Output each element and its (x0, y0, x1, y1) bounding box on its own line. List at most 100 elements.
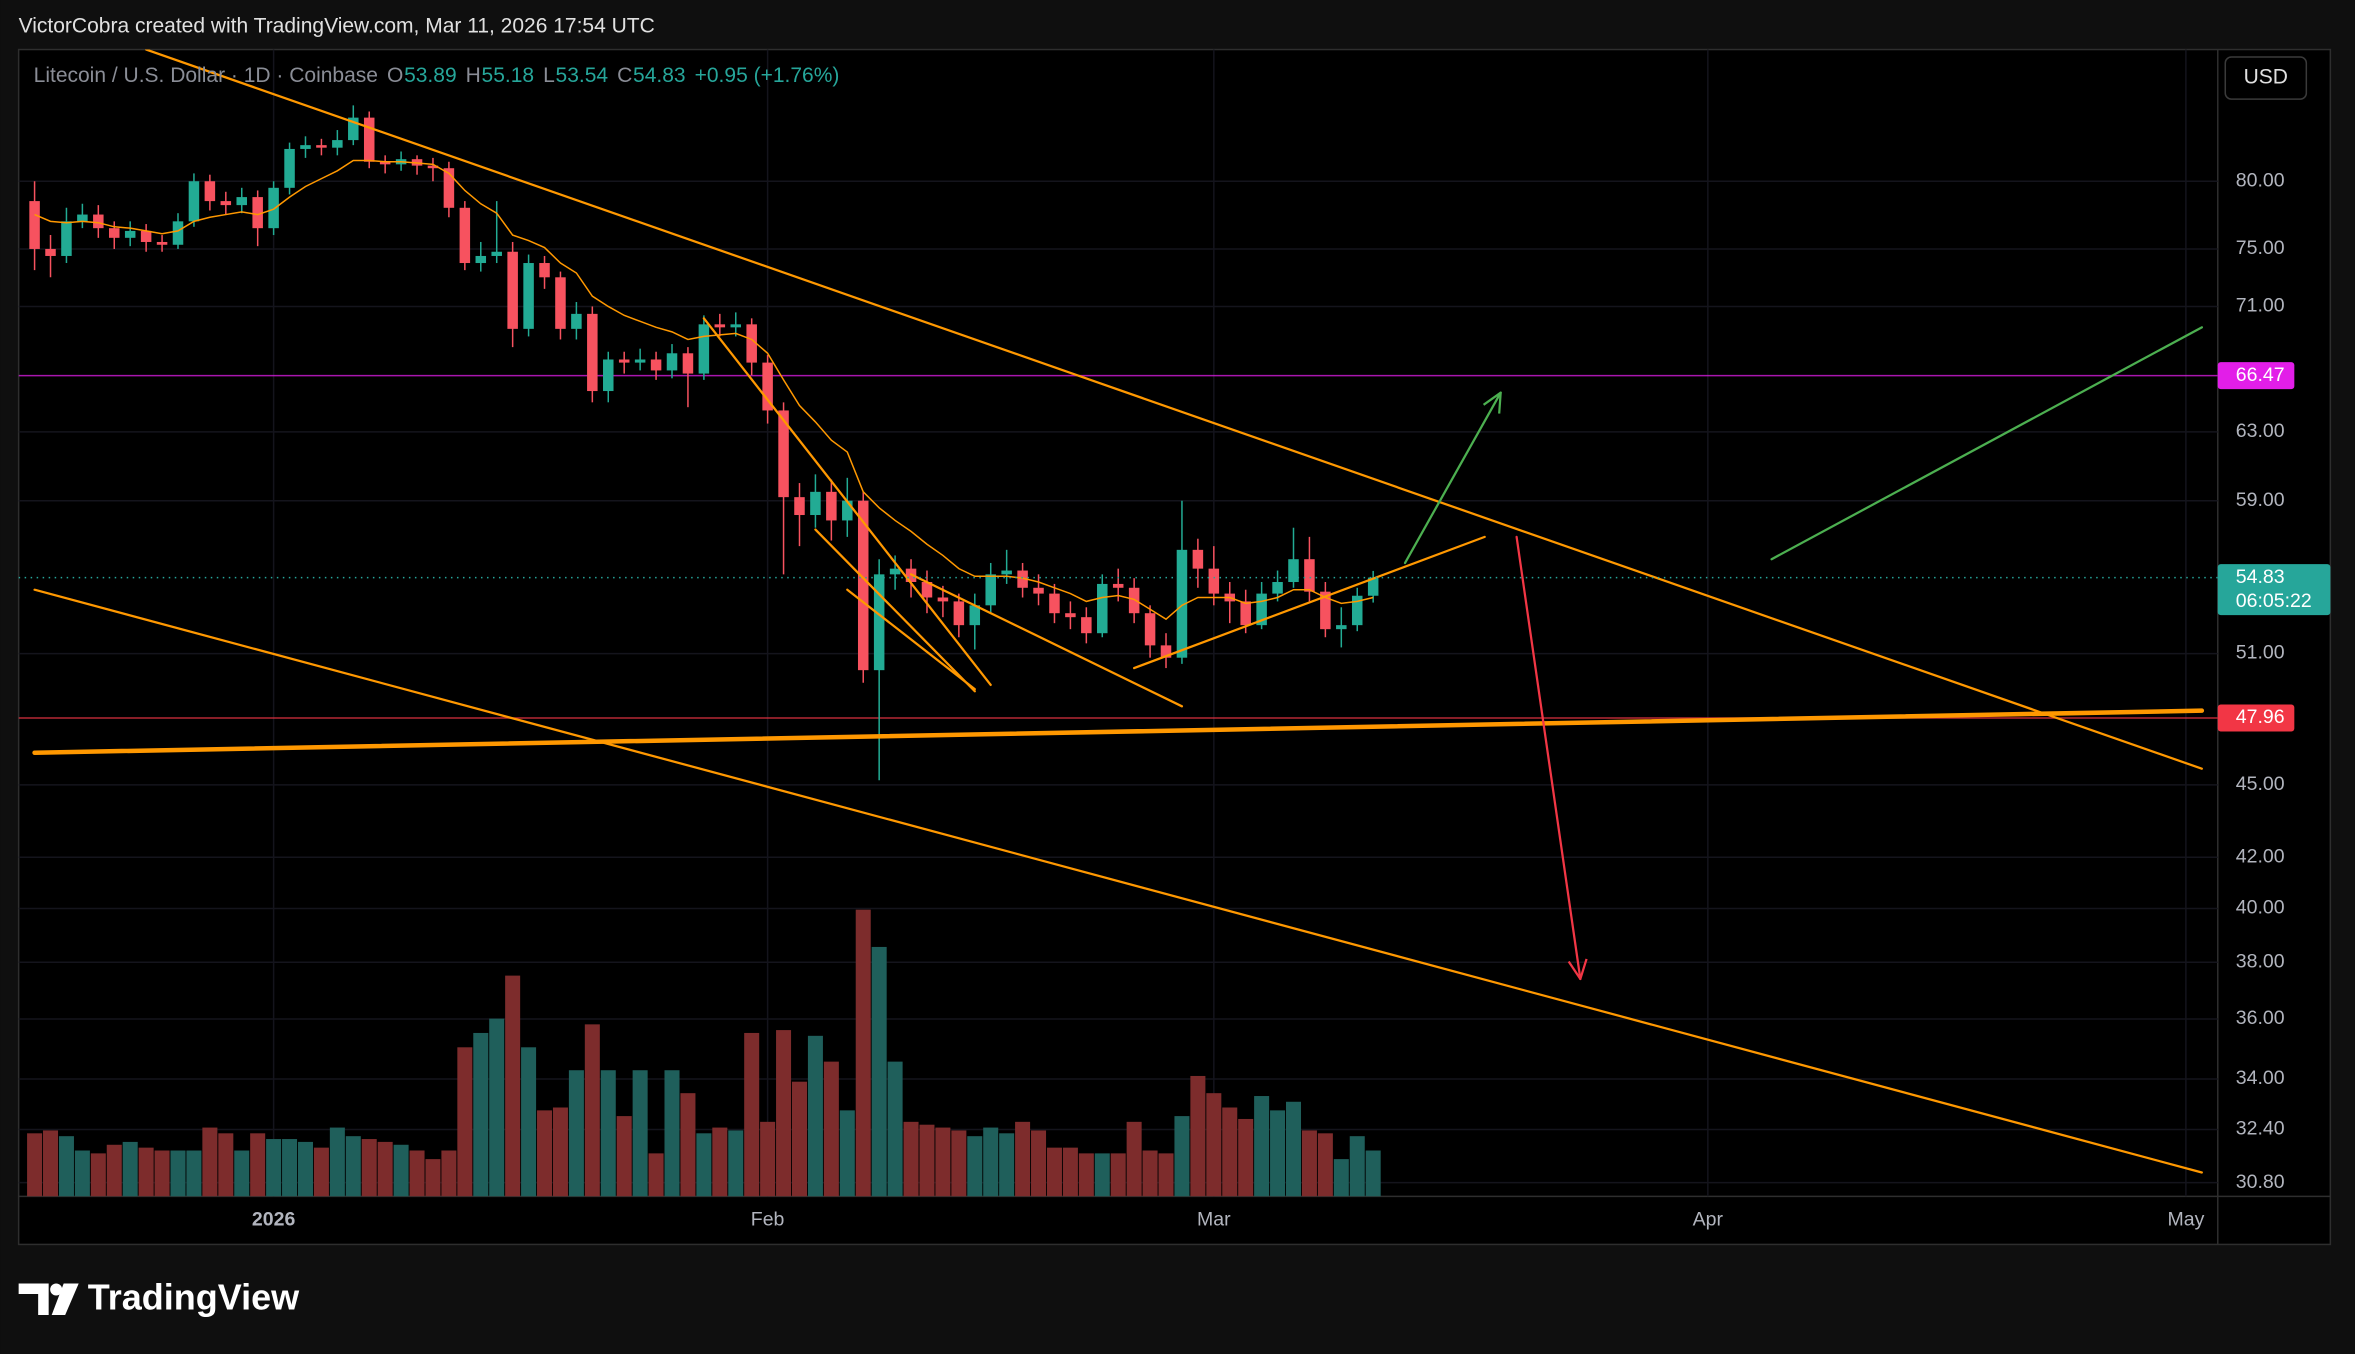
candle-body (603, 359, 614, 392)
volume-bar (712, 1127, 728, 1197)
volume-bar (728, 1130, 744, 1197)
volume-bar (1094, 1153, 1110, 1197)
candle-body (459, 207, 471, 264)
candle-body (156, 241, 168, 245)
candle-body (873, 574, 885, 671)
volume-bar (760, 1121, 776, 1197)
x-tick-label: 2026 (252, 1209, 296, 1231)
candle-body (1065, 613, 1076, 618)
volume-bar (1015, 1121, 1031, 1197)
volume-bar (27, 1133, 43, 1197)
price-label: 66.47 (2236, 364, 2285, 386)
volume-bar (584, 1024, 600, 1197)
volume-bar (680, 1093, 696, 1197)
candle-body (1001, 570, 1012, 575)
volume-bar (552, 1107, 568, 1197)
trend-line (1133, 535, 1486, 670)
candle-body (682, 353, 694, 374)
y-tick-label: 75.00 (2236, 237, 2285, 259)
candle-body (1017, 570, 1028, 588)
trend-line (1515, 535, 1582, 981)
volume-bar (473, 1032, 489, 1197)
volume-bar (951, 1130, 967, 1197)
candle-body (1097, 583, 1108, 634)
ohlc-value: 55.18 (482, 64, 535, 87)
volume-bar (839, 1110, 855, 1197)
y-tick-label: 32.40 (2236, 1118, 2285, 1140)
volume-bar (1317, 1133, 1333, 1197)
volume-bar (1078, 1153, 1094, 1197)
volume-bar (409, 1150, 425, 1197)
candle-body (172, 221, 184, 245)
candle-body (523, 263, 534, 329)
ohlc-value: 54.83 (633, 64, 686, 87)
candle-body (1192, 549, 1204, 569)
candle-body (698, 324, 710, 374)
y-tick-label: 36.00 (2236, 1007, 2285, 1029)
candle-body (1081, 617, 1092, 634)
volume-bar (425, 1159, 441, 1197)
volume-bar (122, 1141, 138, 1197)
candle-body (1160, 645, 1172, 658)
candle-body (1144, 613, 1156, 646)
trend-line (32, 708, 2205, 755)
change: +0.95 (+1.76%) (695, 64, 840, 87)
candle-body (109, 228, 120, 238)
volume-bar (505, 975, 521, 1197)
candle-body (1304, 559, 1315, 592)
volume-bar (1254, 1096, 1270, 1197)
volume-bar (106, 1144, 122, 1197)
candle-body (778, 410, 789, 498)
volume-bar (43, 1130, 59, 1197)
currency[interactable]: USD (2244, 66, 2288, 89)
x-tick-label: Feb (751, 1209, 785, 1231)
volume-bar (1206, 1093, 1222, 1197)
candle-body (746, 324, 757, 363)
volume-bar (919, 1124, 935, 1197)
y-tick-label: 59.00 (2236, 489, 2285, 511)
last-price-label: 54.83 (2236, 566, 2285, 588)
ohlc-label: H (466, 64, 481, 87)
trend-line (1403, 391, 1502, 565)
y-tick-label: 30.80 (2236, 1171, 2285, 1193)
volume-bar (871, 946, 887, 1197)
volume-bar (696, 1133, 712, 1197)
volume-bar (202, 1127, 218, 1197)
volume-bar (1158, 1153, 1174, 1197)
candle-body (124, 230, 136, 238)
trend-line (33, 588, 2203, 1174)
candle-body (953, 601, 965, 626)
volume-bar (234, 1150, 250, 1197)
volume-bar (1270, 1110, 1286, 1197)
volume-bar (1349, 1136, 1365, 1197)
candle-body (1128, 587, 1140, 614)
volume-bar (1301, 1130, 1317, 1197)
price-label-box (2217, 362, 2295, 390)
volume-bar (664, 1070, 680, 1197)
volume-bar (1238, 1118, 1254, 1197)
candle-body (268, 187, 279, 229)
plot-area (18, 49, 2218, 1197)
candle-body (140, 230, 152, 242)
volume-bar (537, 1110, 553, 1197)
volume-bar (345, 1136, 361, 1197)
volume-bar (1110, 1153, 1126, 1197)
candle-body (77, 214, 88, 222)
volume-bar (887, 1061, 903, 1197)
y-tick-label: 80.00 (2236, 169, 2285, 191)
ohlc-value: 53.89 (404, 64, 457, 87)
candle-body (220, 201, 232, 206)
ohlc-label: L (543, 64, 555, 87)
volume-bar (218, 1133, 234, 1197)
logo-mark (50, 1283, 63, 1296)
candle-body (555, 277, 566, 329)
volume-bar (1333, 1159, 1349, 1197)
x-tick-label: Mar (1197, 1209, 1231, 1231)
volume-bar (250, 1133, 266, 1197)
y-tick-label: 42.00 (2236, 845, 2285, 867)
volume-bar (457, 1047, 473, 1197)
candle-body (93, 214, 104, 229)
currency-button[interactable] (2224, 56, 2308, 100)
volume-bar (999, 1133, 1015, 1197)
